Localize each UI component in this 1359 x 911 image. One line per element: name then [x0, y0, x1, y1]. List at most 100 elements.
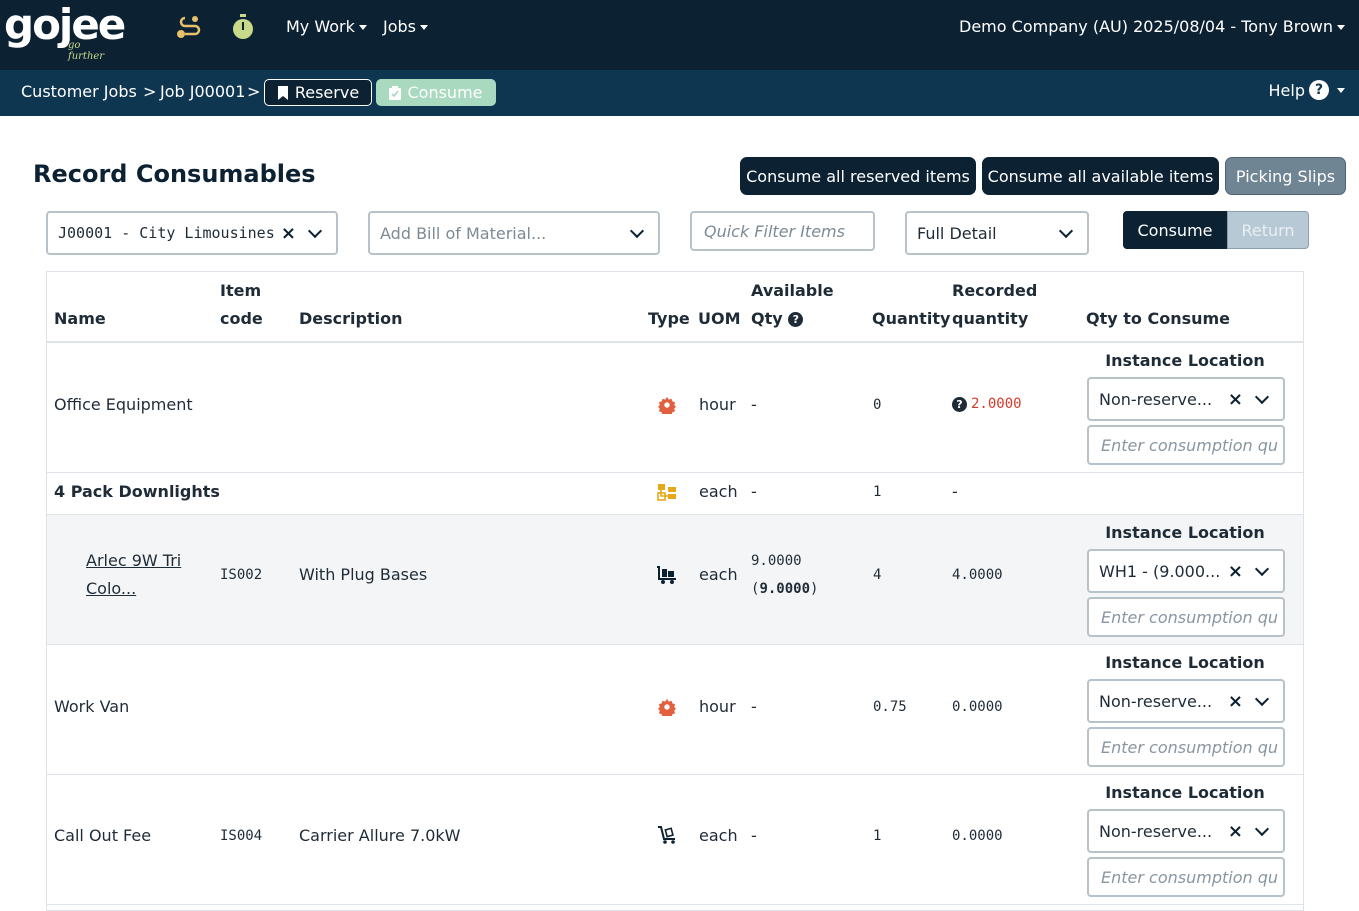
instance-location-label: Instance Location	[1105, 523, 1265, 542]
header-item-code-1[interactable]: Item	[220, 281, 262, 300]
caret-down-icon	[420, 25, 428, 30]
chevron-down-icon	[307, 223, 323, 239]
row-available: -	[751, 482, 757, 501]
breadcrumb: Customer Jobs > Job J00001 > Reserve Con…	[0, 70, 1359, 116]
route-icon[interactable]	[173, 12, 203, 42]
brand-tagline: go further	[68, 40, 105, 62]
user-menu[interactable]: Demo Company (AU) 2025/08/04 - Tony Brow…	[959, 17, 1345, 36]
row-quantity: 0.75	[873, 699, 907, 715]
brand-logo[interactable]: gojee go further	[4, 0, 126, 62]
clear-icon[interactable]: ×	[1227, 690, 1243, 712]
chevron-down-icon	[1254, 821, 1270, 837]
row-uom: each	[699, 482, 738, 501]
question-icon[interactable]: ?	[952, 396, 967, 412]
header-quantity[interactable]: Quantity	[872, 309, 951, 328]
my-work-menu[interactable]: My Work	[286, 17, 367, 36]
bookmark-icon	[277, 85, 288, 100]
row-code: IS002	[220, 567, 263, 583]
row-available-qty: 9.0000	[751, 553, 802, 569]
jobs-menu[interactable]: Jobs	[383, 17, 428, 36]
row-uom: each	[699, 565, 738, 584]
top-navbar: gojee go further My Work Jobs Demo Compa…	[0, 0, 1359, 70]
header-qty-to-consume[interactable]: Qty to Consume	[1086, 309, 1231, 328]
breadcrumb-job[interactable]: Job J00001	[160, 82, 246, 101]
caret-down-icon	[1337, 87, 1345, 93]
picking-slips-button[interactable]: Picking Slips	[1225, 157, 1346, 195]
truck-icon	[657, 566, 676, 584]
breadcrumb-separator: >	[143, 82, 157, 101]
reserve-button[interactable]: Reserve	[264, 79, 372, 106]
consume-all-reserved-button[interactable]: Consume all reserved items	[740, 157, 976, 195]
caret-down-icon	[358, 25, 367, 30]
detail-select[interactable]: Full Detail	[905, 211, 1089, 255]
question-icon[interactable]: ?	[788, 312, 804, 327]
kit-icon	[657, 484, 676, 501]
quick-filter-input[interactable]: Quick Filter Items	[690, 211, 875, 251]
table-row: Office Equipment hour - 0 ? 2.0000 Insta…	[47, 343, 1303, 473]
header-description[interactable]: Description	[299, 309, 403, 328]
toggle-return[interactable]: Return	[1227, 211, 1309, 249]
row-name: Work Van	[54, 697, 130, 716]
instance-location-select[interactable]: Non-reserve... ×	[1087, 809, 1285, 853]
consumables-table: Name Item code Description Type UOM Avai…	[46, 271, 1304, 911]
header-name[interactable]: Name	[54, 309, 106, 328]
clear-icon[interactable]: ×	[1227, 560, 1243, 582]
row-name: Call Out Fee	[54, 826, 152, 845]
question-icon: ?	[1309, 80, 1329, 100]
breadcrumb-customer-jobs[interactable]: Customer Jobs	[21, 82, 137, 101]
instance-location-select[interactable]: Non-reserve... ×	[1087, 679, 1285, 723]
row-name-link[interactable]: Arlec 9W Tri	[86, 551, 182, 570]
row-uom: hour	[699, 697, 736, 716]
header-available-1[interactable]: Available	[751, 281, 834, 300]
header-recorded-2[interactable]: quantity	[952, 309, 1029, 328]
table-row: Call Out Fee IS004 Carrier Allure 7.0kW …	[47, 775, 1303, 905]
help-menu[interactable]: Help ?	[1269, 80, 1345, 100]
clear-icon[interactable]: ×	[280, 222, 296, 244]
table-row: Work Van hour - 0.75 0.0000 Instance Loc…	[47, 645, 1303, 775]
header-recorded-1[interactable]: Recorded	[952, 281, 1038, 300]
instance-location-label: Instance Location	[1105, 351, 1265, 370]
header-available-2[interactable]: Qty ?	[751, 305, 804, 333]
breadcrumb-separator: >	[247, 82, 261, 101]
row-description: With Plug Bases	[299, 565, 428, 584]
chevron-down-icon	[1058, 223, 1074, 239]
row-available-reserved: (9.0000)	[751, 581, 819, 597]
trolley-icon	[658, 826, 675, 844]
consume-return-toggle: Consume Return	[1123, 211, 1309, 249]
brand-name: gojee	[4, 0, 126, 49]
row-recorded: 4.0000	[952, 567, 1003, 583]
consume-tab-button[interactable]: Consume	[376, 79, 496, 106]
consumption-qty-input[interactable]: Enter consumption qu	[1087, 727, 1285, 767]
row-description: Carrier Allure 7.0kW	[299, 826, 461, 845]
row-recorded: 0.0000	[952, 699, 1003, 715]
row-name-link-cont[interactable]: Colo...	[86, 579, 137, 598]
bom-select[interactable]: Add Bill of Material...	[368, 211, 660, 255]
row-quantity: 0	[873, 397, 882, 413]
row-name: 4 Pack Downlights	[54, 482, 220, 501]
table-header: Name Item code Description Type UOM Avai…	[47, 272, 1303, 343]
instance-location-select[interactable]: Non-reserve... ×	[1087, 377, 1285, 421]
header-item-code-2[interactable]: code	[220, 309, 263, 328]
stopwatch-icon[interactable]	[228, 12, 258, 42]
consumption-qty-input[interactable]: Enter consumption qu	[1087, 597, 1285, 637]
job-select[interactable]: J00001 - City Limousines ×	[46, 211, 338, 255]
instance-location-label: Instance Location	[1105, 783, 1265, 802]
header-type[interactable]: Type	[648, 309, 690, 328]
instance-location-select[interactable]: WH1 - (9.000... ×	[1087, 549, 1285, 593]
consumption-qty-input[interactable]: Enter consumption qu	[1087, 857, 1285, 897]
row-quantity: 4	[873, 567, 882, 583]
chevron-down-icon	[1254, 389, 1270, 405]
row-available: -	[751, 395, 757, 414]
row-code: IS004	[220, 828, 263, 844]
chevron-down-icon	[1254, 561, 1270, 577]
row-uom: each	[699, 826, 738, 845]
page-title: Record Consumables	[33, 160, 316, 188]
header-uom[interactable]: UOM	[698, 309, 741, 328]
clear-icon[interactable]: ×	[1227, 820, 1243, 842]
toggle-consume[interactable]: Consume	[1123, 211, 1227, 249]
gear-icon	[658, 396, 676, 414]
consumption-qty-input[interactable]: Enter consumption qu	[1087, 425, 1285, 465]
consume-all-available-button[interactable]: Consume all available items	[982, 157, 1219, 195]
clipboard-check-icon	[389, 85, 402, 100]
clear-icon[interactable]: ×	[1227, 388, 1243, 410]
